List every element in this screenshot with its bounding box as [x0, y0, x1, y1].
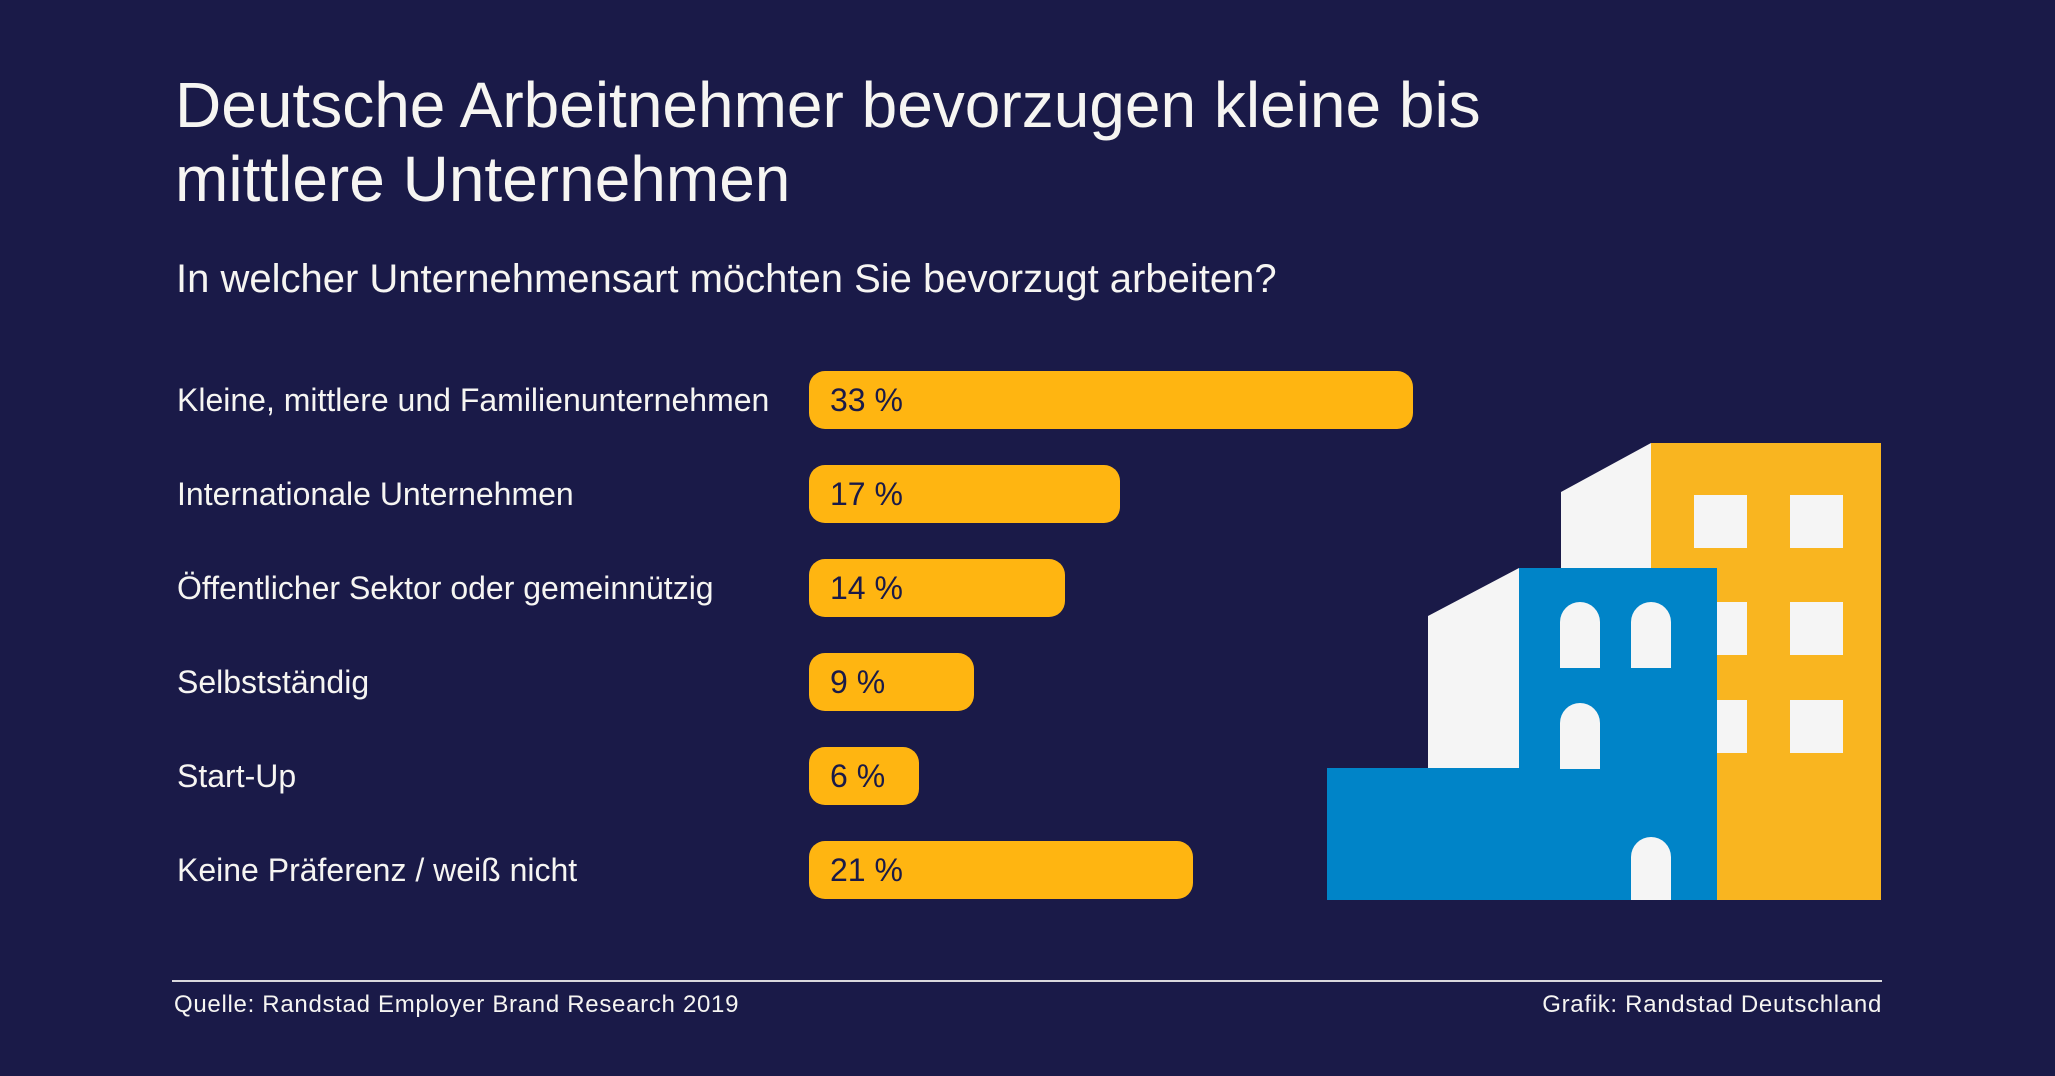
chart-title-line-2: mittlere Unternehmen: [175, 143, 791, 215]
bar-value-label: 6 %: [830, 758, 886, 794]
bar-value-label: 33 %: [830, 382, 903, 418]
window-arched: [1560, 602, 1600, 668]
bar-value-label: 9 %: [830, 664, 886, 700]
window-square: [1790, 495, 1843, 548]
door-arched: [1631, 837, 1671, 900]
bar: 33 %: [809, 371, 1413, 429]
bar: 21 %: [809, 841, 1193, 899]
footer-source: Quelle: Randstad Employer Brand Research…: [174, 991, 740, 1018]
chart-title-line-1: Deutsche Arbeitnehmer bevorzugen kleine …: [175, 69, 1481, 141]
category-label: Selbstständig: [177, 664, 370, 700]
category-label: Internationale Unternehmen: [177, 476, 574, 512]
category-label: Keine Präferenz / weiß nicht: [177, 852, 578, 888]
window-arched: [1560, 703, 1600, 769]
category-label: Öffentlicher Sektor oder gemeinnützig: [177, 570, 714, 606]
window-square: [1790, 700, 1843, 753]
bar-value-label: 14 %: [830, 570, 903, 606]
bar-value-label: 17 %: [830, 476, 903, 512]
window-square: [1790, 602, 1843, 655]
bar: 9 %: [809, 653, 974, 711]
window-arched: [1631, 602, 1671, 668]
front-building-windows: [1560, 602, 1671, 900]
footer-divider: [172, 980, 1882, 982]
chart-title: Deutsche Arbeitnehmer bevorzugen kleine …: [175, 68, 1575, 216]
category-label: Kleine, mittlere und Familienunternehmen: [177, 382, 770, 418]
window-square: [1694, 495, 1747, 548]
bar: 17 %: [809, 465, 1120, 523]
category-label: Start-Up: [177, 758, 297, 794]
footer-credit: Grafik: Randstad Deutschland: [1542, 991, 1882, 1018]
bar-value-label: 21 %: [830, 852, 903, 888]
bar: 14 %: [809, 559, 1065, 617]
chart-subtitle: In welcher Unternehmensart möchten Sie b…: [176, 257, 1277, 301]
bar: 6 %: [809, 747, 919, 805]
